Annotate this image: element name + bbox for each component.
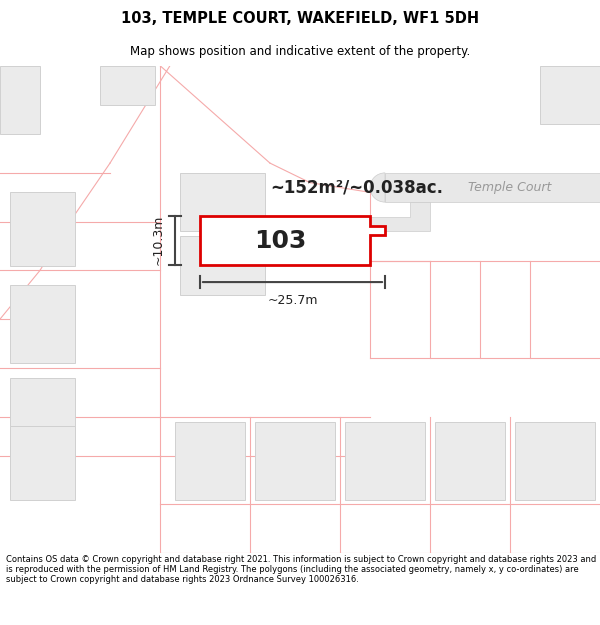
Text: ~25.7m: ~25.7m — [267, 294, 318, 307]
Text: Contains OS data © Crown copyright and database right 2021. This information is : Contains OS data © Crown copyright and d… — [6, 554, 596, 584]
Text: 103, TEMPLE COURT, WAKEFIELD, WF1 5DH: 103, TEMPLE COURT, WAKEFIELD, WF1 5DH — [121, 11, 479, 26]
Polygon shape — [255, 421, 335, 499]
Polygon shape — [385, 173, 600, 202]
Polygon shape — [200, 216, 385, 264]
Polygon shape — [180, 173, 265, 231]
Polygon shape — [435, 421, 505, 499]
Wedge shape — [370, 173, 385, 202]
Text: ~10.3m: ~10.3m — [152, 215, 165, 266]
Text: Map shows position and indicative extent of the property.: Map shows position and indicative extent… — [130, 45, 470, 58]
Polygon shape — [180, 236, 265, 295]
Polygon shape — [540, 66, 600, 124]
Polygon shape — [345, 421, 425, 499]
Polygon shape — [515, 421, 595, 499]
Polygon shape — [10, 378, 75, 456]
Polygon shape — [100, 66, 155, 104]
Text: 103: 103 — [254, 229, 306, 253]
Polygon shape — [10, 285, 75, 363]
Polygon shape — [10, 192, 75, 266]
Polygon shape — [0, 66, 40, 134]
Text: Temple Court: Temple Court — [469, 181, 551, 194]
Polygon shape — [370, 202, 430, 231]
Text: ~152m²/~0.038ac.: ~152m²/~0.038ac. — [270, 179, 443, 196]
Polygon shape — [10, 426, 75, 499]
Polygon shape — [175, 421, 245, 499]
